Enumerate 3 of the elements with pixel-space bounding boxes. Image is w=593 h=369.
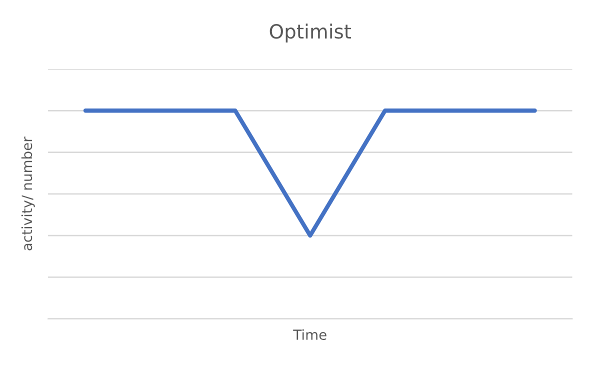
x-axis-title: Time — [293, 329, 326, 340]
y-axis-title: activity/ number — [21, 136, 35, 250]
chart-title: Optimist — [270, 24, 352, 42]
